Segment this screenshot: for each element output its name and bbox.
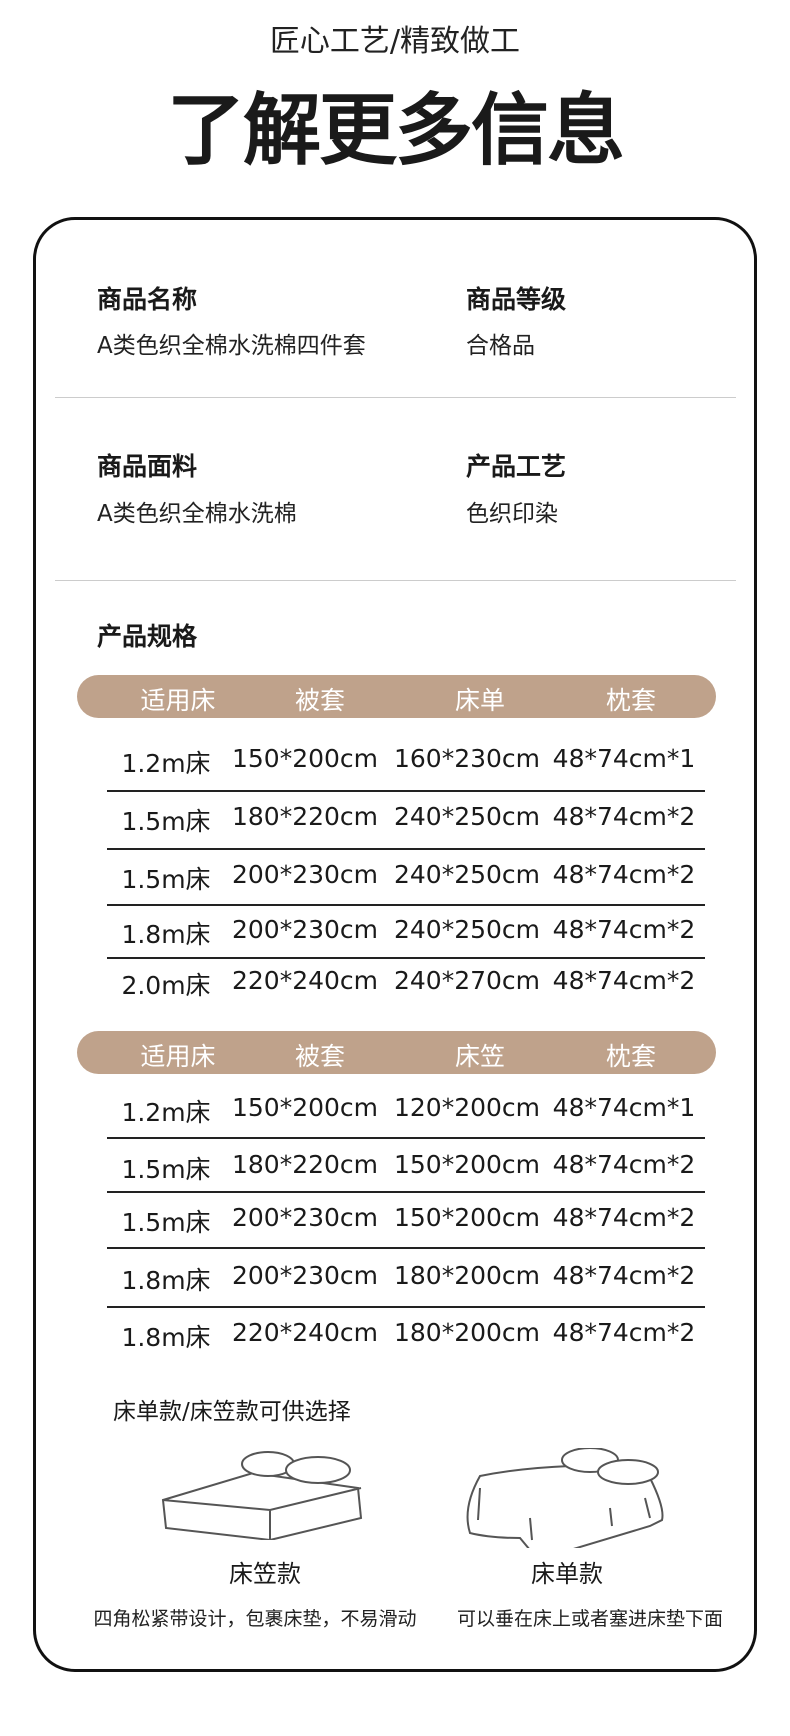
table-cell: 220*240cm: [231, 966, 379, 995]
column-header: 床笠: [454, 1042, 506, 1071]
column-header: 被套: [294, 686, 346, 715]
table-cell: 48*74cm*2: [552, 802, 696, 831]
table-cell: 160*230cm: [393, 744, 541, 773]
row-divider: [107, 1137, 705, 1139]
info-label: 商品面料: [97, 452, 198, 481]
table-row: 1.8m床 200*230cm 240*250cm 48*74cm*2: [0, 915, 790, 955]
row-divider: [107, 790, 705, 792]
table-cell: 1.5m床: [121, 865, 211, 894]
table-cell: 48*74cm*2: [552, 1203, 696, 1232]
column-header: 床单: [454, 686, 506, 715]
divider: [55, 397, 736, 398]
flat-description: 可以垂在床上或者塞进床垫下面: [456, 1608, 723, 1630]
table-cell: 150*200cm: [231, 1093, 379, 1122]
table-cell: 150*200cm: [231, 744, 379, 773]
table-row: 1.2m床 150*200cm 160*230cm 48*74cm*1: [0, 744, 790, 784]
table-row: 1.8m床 220*240cm 180*200cm 48*74cm*2: [0, 1318, 790, 1358]
column-header: 枕套: [605, 1042, 657, 1071]
table-cell: 48*74cm*2: [552, 966, 696, 995]
fitted-caption: 床笠款: [229, 1560, 301, 1588]
column-header: 适用床: [140, 686, 216, 715]
info-value: A类色织全棉水洗棉: [97, 501, 297, 527]
table-cell: 180*220cm: [231, 802, 379, 831]
info-label: 产品工艺: [466, 452, 567, 481]
table-cell: 180*200cm: [393, 1318, 541, 1347]
row-divider: [107, 957, 705, 959]
table-cell: 1.8m床: [121, 920, 211, 949]
spec-title: 产品规格: [97, 622, 198, 651]
row-divider: [107, 848, 705, 850]
table-cell: 48*74cm*2: [552, 1150, 696, 1179]
table-row: 1.8m床 200*230cm 180*200cm 48*74cm*2: [0, 1261, 790, 1301]
table-row: 1.5m床 200*230cm 150*200cm 48*74cm*2: [0, 1203, 790, 1243]
table-cell: 1.5m床: [121, 1155, 211, 1184]
info-label: 商品名称: [97, 285, 198, 314]
flat-caption: 床单款: [531, 1560, 603, 1588]
info-card: [33, 217, 757, 1672]
table-cell: 200*230cm: [231, 915, 379, 944]
table-cell: 1.2m床: [121, 1098, 211, 1127]
table-cell: 240*250cm: [393, 802, 541, 831]
table-cell: 220*240cm: [231, 1318, 379, 1347]
table-cell: 1.5m床: [121, 1208, 211, 1237]
row-divider: [107, 1191, 705, 1193]
fitted-sheet-bed-icon: [161, 1451, 363, 1540]
info-value: A类色织全棉水洗棉四件套: [97, 333, 366, 359]
spec-table-header: 适用床 被套 床单 枕套: [77, 675, 716, 718]
column-header: 被套: [294, 1042, 346, 1071]
page-title: 了解更多信息: [166, 86, 625, 176]
table-cell: 240*250cm: [393, 860, 541, 889]
info-label: 商品等级: [466, 285, 567, 314]
table-cell: 48*74cm*2: [552, 915, 696, 944]
options-title: 床单款/床笠款可供选择: [113, 1399, 351, 1425]
table-row: 1.5m床 180*220cm 240*250cm 48*74cm*2: [0, 802, 790, 842]
table-cell: 120*200cm: [393, 1093, 541, 1122]
table-cell: 150*200cm: [393, 1150, 541, 1179]
table-cell: 1.8m床: [121, 1266, 211, 1295]
spec-table-header: 适用床 被套 床笠 枕套: [77, 1031, 716, 1074]
table-cell: 48*74cm*1: [552, 744, 696, 773]
fitted-description: 四角松紧带设计，包裹床垫，不易滑动: [93, 1608, 417, 1630]
table-cell: 240*270cm: [393, 966, 541, 995]
info-value: 色织印染: [466, 501, 558, 527]
table-cell: 1.5m床: [121, 807, 211, 836]
table-cell: 200*230cm: [231, 1261, 379, 1290]
divider: [55, 580, 736, 581]
table-row: 1.5m床 200*230cm 240*250cm 48*74cm*2: [0, 860, 790, 900]
table-cell: 150*200cm: [393, 1203, 541, 1232]
flat-sheet-bed-icon: [466, 1448, 664, 1548]
table-cell: 180*200cm: [393, 1261, 541, 1290]
table-row: 1.2m床 150*200cm 120*200cm 48*74cm*1: [0, 1093, 790, 1133]
table-cell: 240*250cm: [393, 915, 541, 944]
table-cell: 200*230cm: [231, 860, 379, 889]
column-header: 适用床: [140, 1042, 216, 1071]
table-cell: 48*74cm*2: [552, 1318, 696, 1347]
table-cell: 48*74cm*2: [552, 1261, 696, 1290]
table-cell: 1.2m床: [121, 749, 211, 778]
table-cell: 2.0m床: [121, 971, 211, 1000]
column-header: 枕套: [605, 686, 657, 715]
row-divider: [107, 1247, 705, 1249]
table-cell: 200*230cm: [231, 1203, 379, 1232]
table-row: 2.0m床 220*240cm 240*270cm 48*74cm*2: [0, 966, 790, 1006]
row-divider: [107, 904, 705, 906]
info-value: 合格品: [466, 333, 535, 359]
row-divider: [107, 1306, 705, 1308]
table-cell: 180*220cm: [231, 1150, 379, 1179]
table-cell: 48*74cm*2: [552, 860, 696, 889]
table-row: 1.5m床 180*220cm 150*200cm 48*74cm*2: [0, 1150, 790, 1190]
table-cell: 48*74cm*1: [552, 1093, 696, 1122]
table-cell: 1.8m床: [121, 1323, 211, 1352]
subtitle: 匠心工艺/精致做工: [269, 24, 521, 59]
